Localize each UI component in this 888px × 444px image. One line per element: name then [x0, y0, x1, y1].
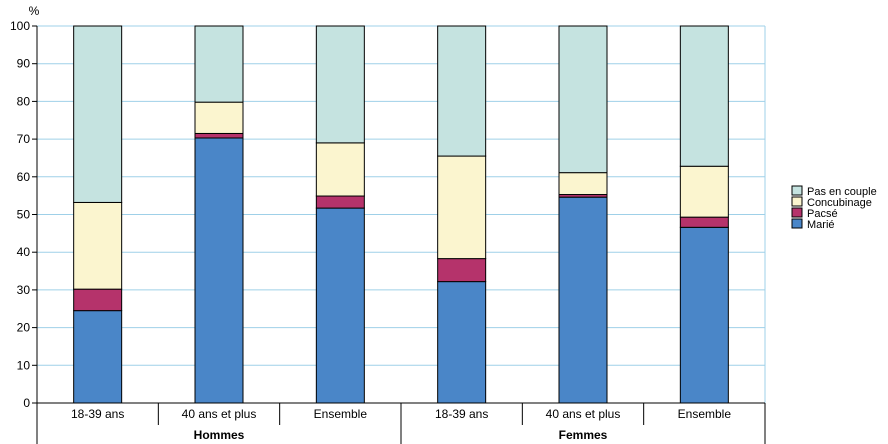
bar-segment-concubinage [315, 142, 365, 197]
x-category-label: 40 ans et plus [182, 407, 257, 421]
y-tick-label: 50 [17, 208, 31, 222]
legend-swatch [791, 218, 803, 229]
bar-segment-concubinage [194, 101, 244, 134]
y-tick-label: 10 [17, 358, 31, 372]
y-axis-label: % [29, 4, 40, 18]
bar-segment-pacs- [73, 288, 123, 312]
group-label: Femmes [559, 428, 608, 442]
y-tick-label: 20 [17, 321, 31, 335]
group-label: Hommes [194, 428, 245, 442]
legend-swatch [791, 185, 803, 196]
y-tick-label: 30 [17, 283, 31, 297]
axes: 0 10 20 30 40 50 60 70 80 90 100 18-39 ans 40 ans et… [10, 19, 766, 444]
bar-segment-pas-en-couple [73, 25, 123, 203]
bar-segment-mari- [315, 207, 365, 404]
x-category-label: 18-39 ans [71, 407, 124, 421]
legend-label: Concubinage [807, 197, 872, 209]
x-category-label: Ensemble [678, 407, 732, 421]
bars [73, 25, 729, 404]
y-tick-label: 80 [17, 94, 31, 108]
legend-label: Pacsé [807, 208, 838, 220]
legend-label: Marié [807, 219, 835, 231]
bar-segment-concubinage [558, 172, 608, 196]
x-category-label: Ensemble [314, 407, 368, 421]
bar-segment-mari- [437, 281, 487, 404]
legend-label: Pas en couple [807, 186, 877, 198]
y-tick-label: 60 [17, 170, 31, 184]
y-tick-label: 70 [17, 132, 31, 146]
legend-swatch [791, 207, 803, 218]
bar-segment-pas-en-couple [558, 25, 608, 174]
y-tick-label: 100 [10, 19, 30, 33]
bar-segment-mari- [558, 196, 608, 404]
x-category-label: 18-39 ans [435, 407, 488, 421]
legend-swatch [791, 196, 803, 207]
bar-segment-concubinage [73, 201, 123, 290]
bar-segment-mari- [73, 310, 123, 404]
y-tick-label: 40 [17, 245, 31, 259]
bar-segment-pas-en-couple [437, 25, 487, 157]
bar-segment-mari- [194, 137, 244, 404]
bar-segment-pas-en-couple [679, 25, 729, 167]
y-tick-label: 0 [23, 396, 30, 410]
gridlines [37, 25, 766, 403]
bar-segment-pacs- [194, 132, 244, 139]
bar-segment-pas-en-couple [194, 25, 244, 103]
bar-segment-concubinage [679, 165, 729, 218]
bar-segment-pacs- [679, 216, 729, 228]
bar-segment-pas-en-couple [315, 25, 365, 144]
bar-segment-pacs- [437, 258, 487, 283]
bar-segment-pacs- [315, 195, 365, 209]
x-category-label: 40 ans et plus [546, 407, 621, 421]
bar-segment-concubinage [437, 155, 487, 260]
bar-segment-mari- [679, 226, 729, 404]
y-tick-label: 90 [17, 57, 31, 71]
